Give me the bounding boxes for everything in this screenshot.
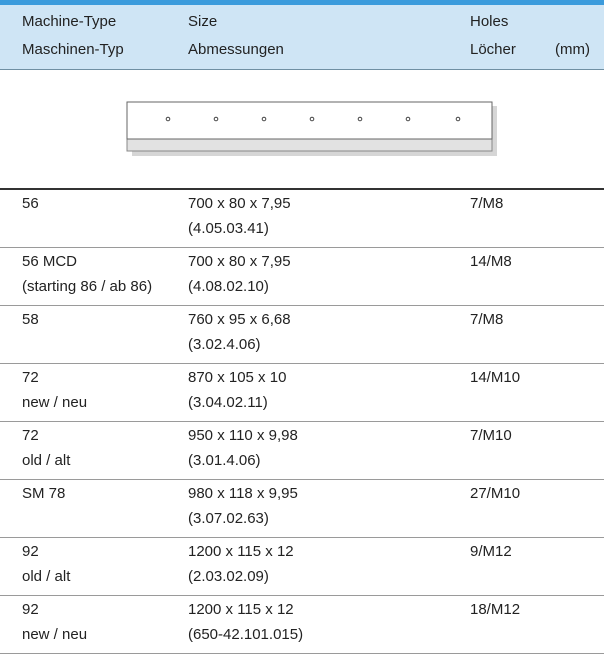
bar-illustration <box>126 101 497 156</box>
table-row: SM 78 980 x 118 x 9,95 (3.07.02.63) 27/M10 <box>0 480 604 538</box>
table-row: 92 old / alt 1200 x 115 x 12 (2.03.02.09) 9/… <box>0 538 604 596</box>
header-size-en: Size <box>188 13 218 30</box>
machine-type: old / alt <box>22 452 71 469</box>
holes: 18/M12 <box>470 601 521 618</box>
table-row: 92 new / neu 1200 x 115 x 12 (650-42.101.01… <box>0 596 604 654</box>
header-type-en: Machine-Type <box>22 13 117 30</box>
machine-type: 72 <box>22 369 39 386</box>
size: (3.01.4.06) <box>188 452 261 469</box>
size: 1200 x 115 x 12 <box>188 601 294 618</box>
table-row: 58 760 x 95 x 6,68 (3.02.4.06) 7/M8 <box>0 306 604 364</box>
machine-type: SM 78 <box>22 485 66 502</box>
machine-type: 56 MCD <box>22 253 78 270</box>
holes: 7/M8 <box>470 195 504 212</box>
size: (3.04.02.11) <box>188 394 268 411</box>
table-row: 56 MCD (starting 86 / ab 86) 700 x 80 x 7,… <box>0 248 604 306</box>
holes: 14/M8 <box>470 253 512 270</box>
size: 700 x 80 x 7,95 <box>188 195 291 212</box>
holes: 27/M10 <box>470 485 521 502</box>
machine-type: new / neu <box>22 394 88 411</box>
size: 980 x 118 x 9,95 <box>188 485 298 502</box>
table-row: 56 700 x 80 x 7,95 (4.05.03.41) 7/M8 <box>0 190 604 248</box>
size: 870 x 105 x 10 <box>188 369 287 386</box>
machine-type: 58 <box>22 311 39 328</box>
header-size-de: Abmessungen <box>188 41 284 58</box>
header-holes-en: Holes <box>470 13 509 30</box>
holes: 9/M12 <box>470 543 512 560</box>
table-row: 72 new / neu 870 x 105 x 10 (3.04.02.11) 14/… <box>0 364 604 422</box>
machine-type: old / alt <box>22 568 71 585</box>
header-band <box>0 0 604 70</box>
size: 760 x 95 x 6,68 <box>188 311 291 328</box>
holes: 7/M8 <box>470 311 504 328</box>
machine-type: (starting 86 / ab 86) <box>22 278 153 295</box>
size: (2.03.02.09) <box>188 568 269 585</box>
size: (4.05.03.41) <box>188 220 269 237</box>
table: 56 700 x 80 x 7,95 (4.05.03.41) 7/M8 56 MCD (… <box>0 188 604 654</box>
header-type-de: Maschinen-Typ <box>22 41 124 58</box>
size: 700 x 80 x 7,95 <box>188 253 291 270</box>
size: (650-42.101.015) <box>188 626 304 643</box>
machine-type: 56 <box>22 195 39 212</box>
table-row: 72 old / alt 950 x 110 x 9,98 (3.01.4.06) 7/… <box>0 422 604 480</box>
machine-type: new / neu <box>22 626 88 643</box>
size: (3.07.02.63) <box>188 510 269 527</box>
header-unit: (mm) <box>555 41 590 58</box>
size: 1200 x 115 x 12 <box>188 543 294 560</box>
size: (4.08.02.10) <box>188 278 269 295</box>
holes: 7/M10 <box>470 427 512 444</box>
machine-type: 92 <box>22 601 39 618</box>
size: 950 x 110 x 9,98 <box>188 427 298 444</box>
header-holes-de: Löcher <box>470 41 516 58</box>
holes: 14/M10 <box>470 369 521 386</box>
size: (3.02.4.06) <box>188 336 261 353</box>
machine-type: 92 <box>22 543 39 560</box>
machine-type: 72 <box>22 427 39 444</box>
